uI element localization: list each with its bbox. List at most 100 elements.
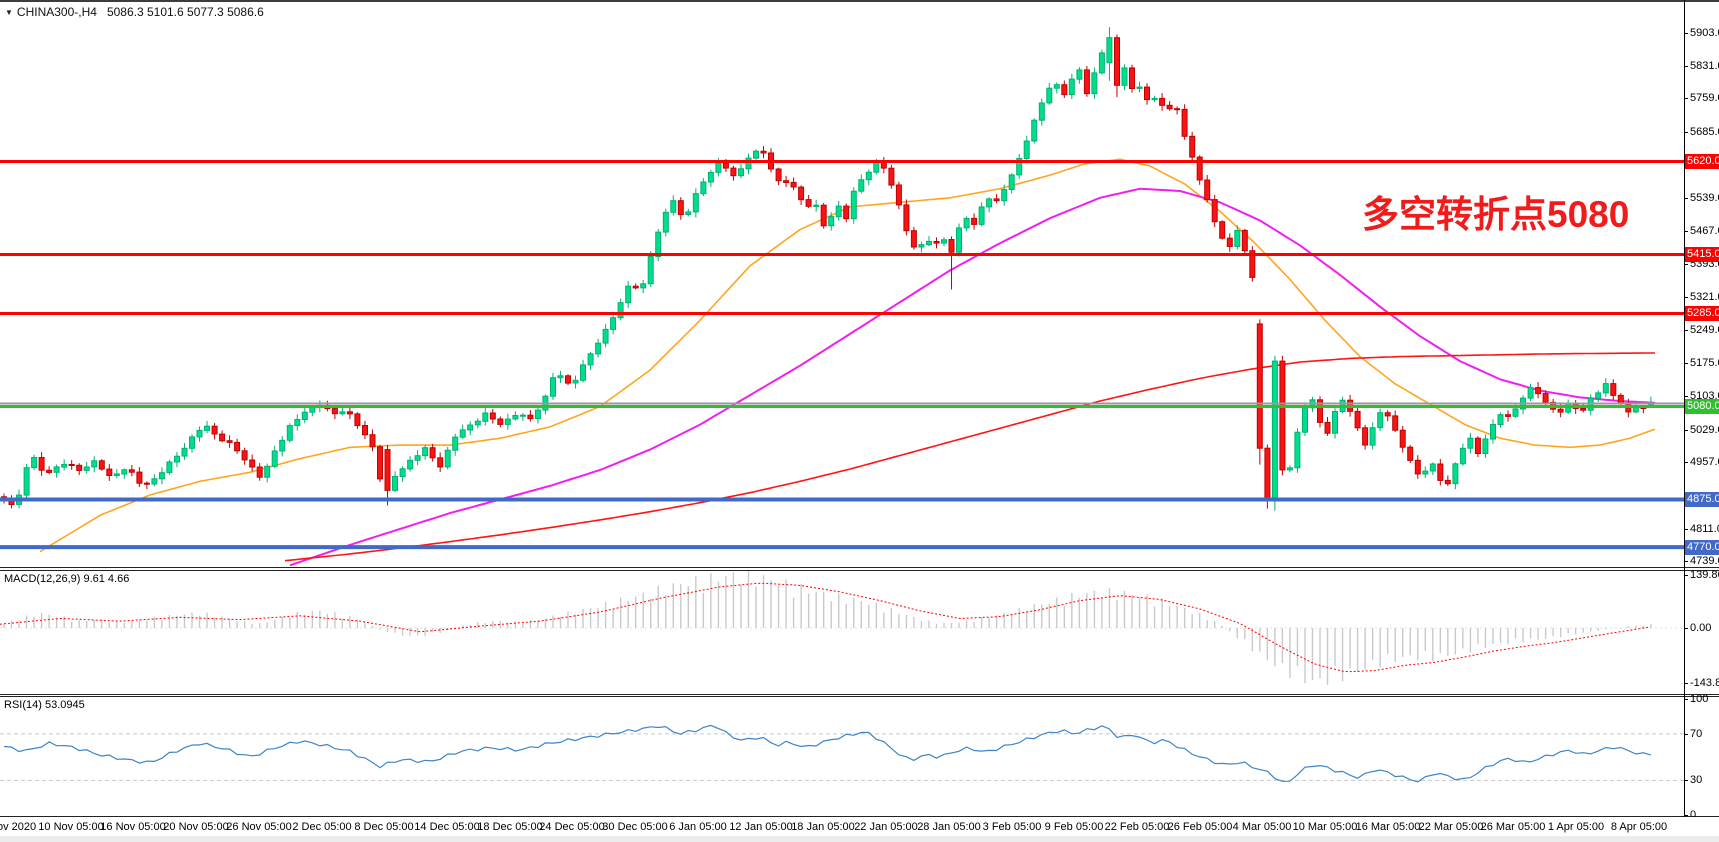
axis-tick-mark bbox=[1684, 363, 1688, 364]
candle-body bbox=[1226, 237, 1233, 247]
candle-body bbox=[91, 460, 98, 468]
candle-body bbox=[23, 467, 30, 496]
time-axis-label: 9 Feb 05:00 bbox=[1044, 821, 1104, 833]
candle-body bbox=[753, 150, 759, 159]
axis-tick-mark bbox=[1684, 132, 1688, 133]
candle-body bbox=[444, 449, 451, 468]
candle-body bbox=[76, 464, 83, 471]
candle-body bbox=[377, 446, 383, 480]
candle-body bbox=[933, 241, 940, 244]
candle-body bbox=[422, 447, 429, 457]
rsi-tick-label: 30 bbox=[1690, 774, 1703, 786]
annotation-text[interactable]: 多空转折点5080 bbox=[1362, 194, 1630, 235]
candle-body bbox=[354, 413, 361, 427]
time-axis-label: 4 Nov 2020 bbox=[0, 821, 37, 833]
axis-tick-mark bbox=[1684, 575, 1688, 576]
candle-body bbox=[595, 342, 602, 355]
candle-body bbox=[685, 211, 692, 215]
price-tick-label: 5249.0 bbox=[1690, 324, 1719, 336]
candle-body bbox=[858, 179, 865, 192]
candle-body bbox=[204, 425, 210, 431]
candle-body bbox=[1234, 229, 1241, 247]
candle-body bbox=[1106, 37, 1113, 64]
time-axis-label: 10 Nov 05:00 bbox=[38, 821, 104, 833]
candle-body bbox=[1053, 84, 1060, 89]
time-axis-label: 20 Nov 05:00 bbox=[163, 821, 229, 833]
candle-body bbox=[1189, 135, 1196, 158]
time-axis-label: 8 Dec 05:00 bbox=[354, 821, 414, 833]
candle-body bbox=[587, 353, 594, 366]
rsi-tick-label: 0 bbox=[1690, 809, 1697, 821]
time-axis-label: 28 Jan 05:00 bbox=[917, 821, 981, 833]
macd-signal-line bbox=[0, 582, 1651, 673]
panel-border bbox=[0, 570, 1719, 571]
rsi-panel[interactable] bbox=[0, 697, 1684, 816]
candle-body bbox=[301, 411, 308, 421]
candle-body bbox=[888, 167, 895, 186]
window-bottom-edge bbox=[0, 836, 1719, 842]
price-axis-border bbox=[1684, 0, 1685, 817]
candle-body bbox=[1083, 69, 1090, 95]
time-axis-label: 1 Apr 05:00 bbox=[1547, 821, 1605, 833]
candle-body bbox=[1444, 479, 1451, 485]
candle-body bbox=[903, 204, 910, 232]
candle-body bbox=[738, 168, 744, 177]
candle-body bbox=[1452, 463, 1459, 485]
candle-body bbox=[1407, 446, 1414, 461]
candle-body bbox=[850, 190, 857, 220]
candle-body bbox=[865, 171, 872, 181]
candle-body bbox=[286, 425, 293, 441]
candle-body bbox=[1392, 415, 1399, 431]
price-axis[interactable]: 5903.05831.05759.05685.05539.05467.05393… bbox=[1684, 0, 1719, 821]
candle-body bbox=[504, 418, 511, 425]
rsi-line bbox=[3, 724, 1652, 783]
rsi-indicator-label: RSI(14) 53.0945 bbox=[4, 699, 85, 711]
time-axis-label: 24 Dec 05:00 bbox=[539, 821, 605, 833]
rsi-tick-label: 70 bbox=[1690, 728, 1703, 740]
candle-body bbox=[1166, 104, 1173, 110]
candle-body bbox=[1542, 393, 1549, 403]
candle-body bbox=[489, 412, 496, 420]
macd-panel[interactable] bbox=[0, 571, 1684, 694]
axis-tick-mark bbox=[1684, 628, 1688, 629]
candle-body bbox=[813, 204, 820, 207]
candle-body bbox=[1490, 424, 1496, 440]
candle-body bbox=[1512, 408, 1519, 417]
candle-body bbox=[918, 244, 925, 248]
price-tick-label: 4957.0 bbox=[1690, 456, 1719, 468]
candle-body bbox=[241, 450, 248, 461]
candle-body bbox=[512, 415, 519, 420]
time-axis-label: 6 Jan 05:00 bbox=[669, 821, 727, 833]
candle-body bbox=[61, 464, 68, 468]
axis-tick-mark bbox=[1684, 198, 1688, 199]
rsi-tick-label: 100 bbox=[1690, 693, 1709, 705]
candle-body bbox=[414, 455, 421, 461]
price-tick-label: 5759.0 bbox=[1690, 92, 1719, 104]
candle-body bbox=[407, 459, 414, 470]
candle-body bbox=[602, 328, 609, 344]
candle-body bbox=[1136, 86, 1143, 89]
candle-body bbox=[1505, 414, 1511, 417]
time-axis-label: 30 Dec 05:00 bbox=[602, 821, 668, 833]
candle-body bbox=[1196, 156, 1203, 181]
candle-body bbox=[941, 239, 947, 244]
candle-body bbox=[1535, 387, 1542, 395]
candle-body bbox=[1098, 52, 1105, 74]
candle-body bbox=[271, 450, 278, 467]
price-badge-5415: 5415.0 bbox=[1685, 247, 1719, 262]
main-price-panel[interactable] bbox=[0, 0, 1684, 568]
candle-body bbox=[580, 364, 586, 381]
candle-body bbox=[151, 478, 158, 485]
time-axis-label: 10 Mar 05:00 bbox=[1292, 821, 1358, 833]
candle-body bbox=[1219, 221, 1226, 239]
candle-body bbox=[1610, 383, 1617, 396]
time-axis-label: 16 Nov 05:00 bbox=[100, 821, 166, 833]
candle-body bbox=[1497, 414, 1504, 426]
candle-body bbox=[805, 199, 812, 207]
chevron-down-icon[interactable]: ▼ bbox=[5, 8, 13, 17]
candle-body bbox=[798, 186, 805, 201]
axis-tick-mark bbox=[1684, 231, 1688, 232]
candle-body bbox=[647, 256, 654, 285]
